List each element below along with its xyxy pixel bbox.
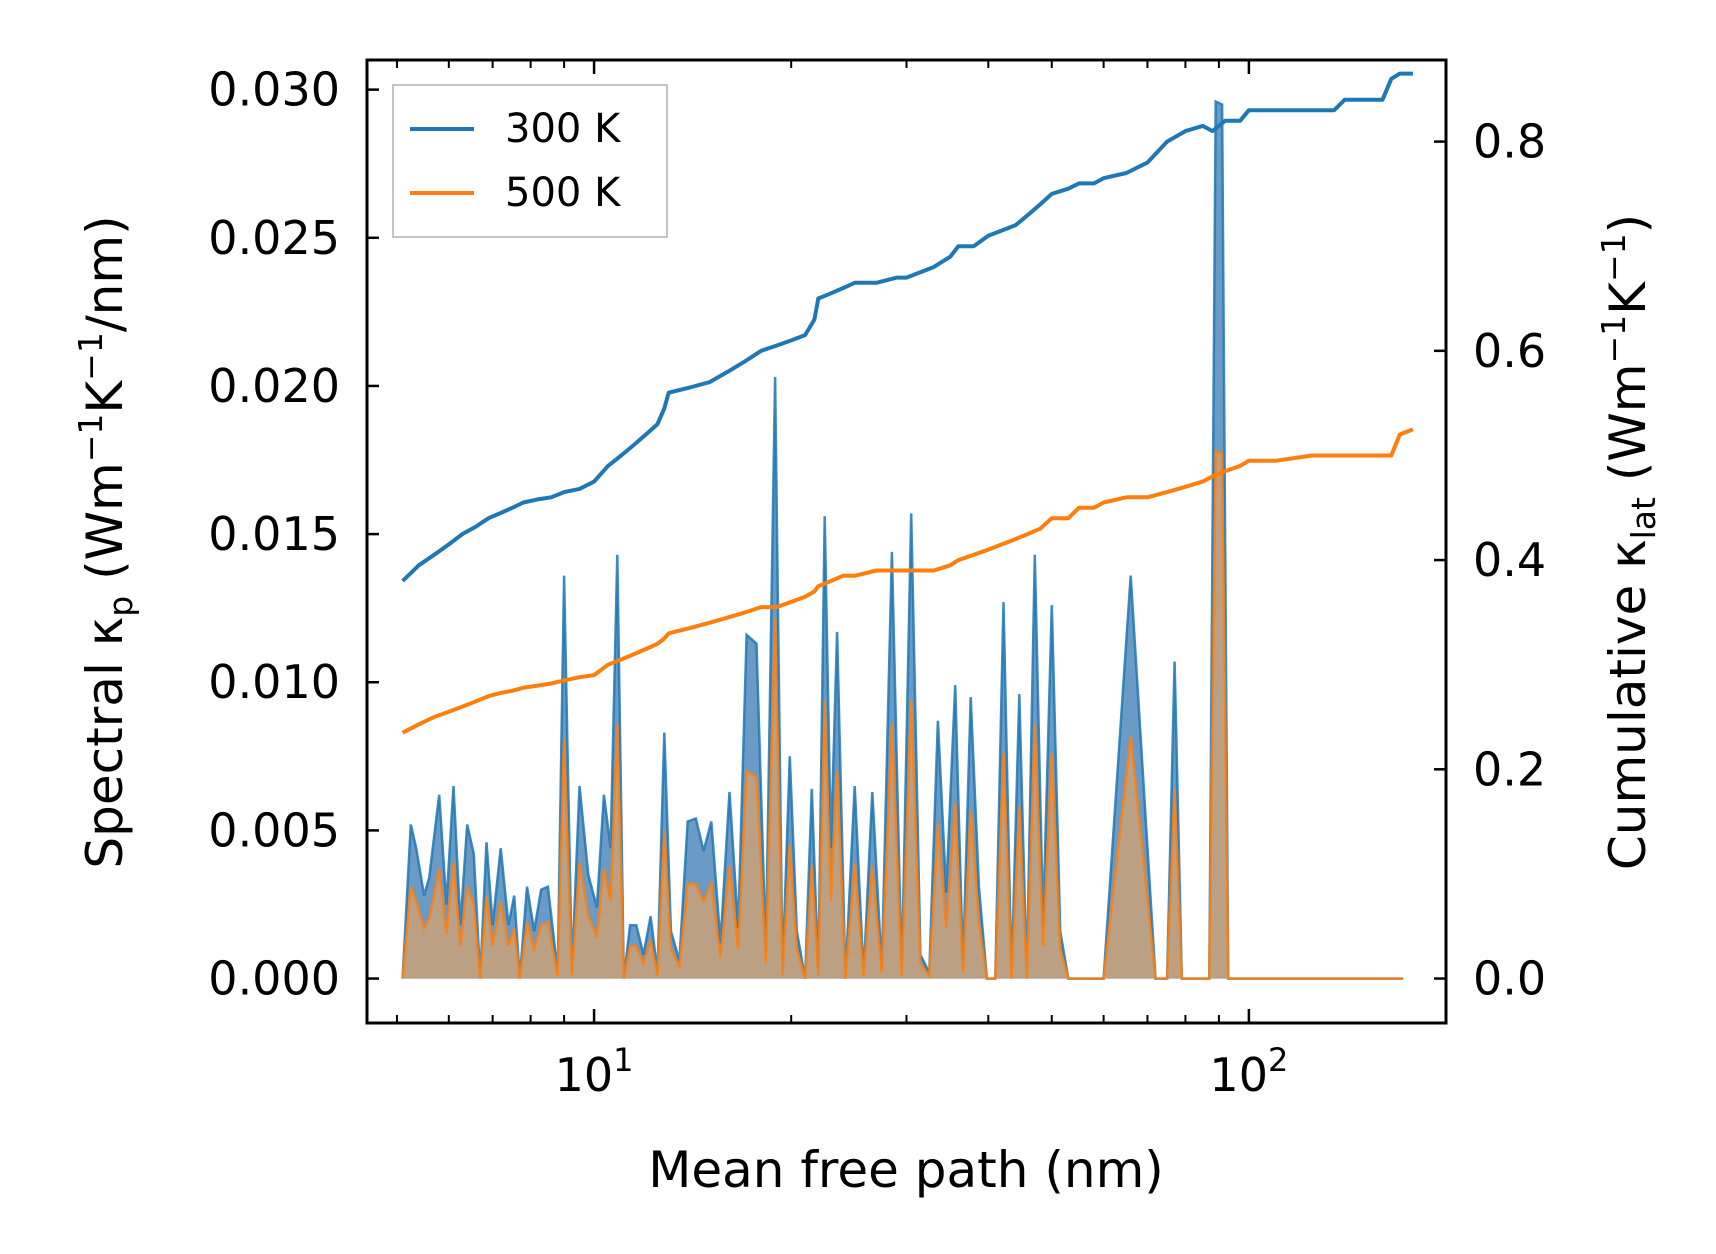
spectral-area-500k [402, 451, 1404, 979]
right-tick-label: 0.2 [1473, 742, 1546, 796]
left-tick-label: 0.030 [208, 63, 340, 117]
left-tick-label: 0.015 [208, 507, 340, 561]
spectral-area-300k [402, 101, 1404, 979]
cumulative-layer [401, 71, 1414, 735]
legend-label-300k: 300 K [505, 106, 622, 152]
legend: 300 K 500 K [392, 84, 668, 238]
left-tick-label: 0.000 [208, 952, 340, 1006]
x-axis-label: Mean free path (nm) [648, 1141, 1164, 1199]
right-tick-label: 0.0 [1473, 952, 1546, 1006]
x-tick-label: 102 [1209, 1041, 1288, 1102]
cumulative-line-300k [401, 71, 1413, 583]
legend-label-500k: 500 K [505, 170, 622, 216]
spectral-layer [401, 99, 1404, 980]
right-tick-label: 0.8 [1473, 115, 1546, 169]
spectral-line-500k [401, 449, 1404, 980]
left-axis-label: Spectral κp (Wm−1K−1/nm) [71, 215, 140, 868]
left-tick-label: 0.025 [208, 211, 340, 265]
right-tick-label: 0.6 [1473, 324, 1546, 378]
right-axis-label: Cumulative κlat (Wm−1K−1) [1594, 214, 1663, 870]
legend-box [392, 84, 668, 238]
left-tick-label: 0.020 [208, 359, 340, 413]
left-tick-label: 0.005 [208, 803, 340, 857]
cumulative-line-500k [401, 427, 1414, 735]
plot-frame [365, 58, 1448, 1025]
x-tick-label: 101 [555, 1041, 634, 1102]
right-tick-label: 0.4 [1473, 533, 1546, 587]
left-tick-label: 0.010 [208, 655, 340, 709]
ticks-layer: 0.000 0.005 0.010 0.015 0.020 0.025 0.030 0.0 0.… [208, 60, 1546, 1102]
